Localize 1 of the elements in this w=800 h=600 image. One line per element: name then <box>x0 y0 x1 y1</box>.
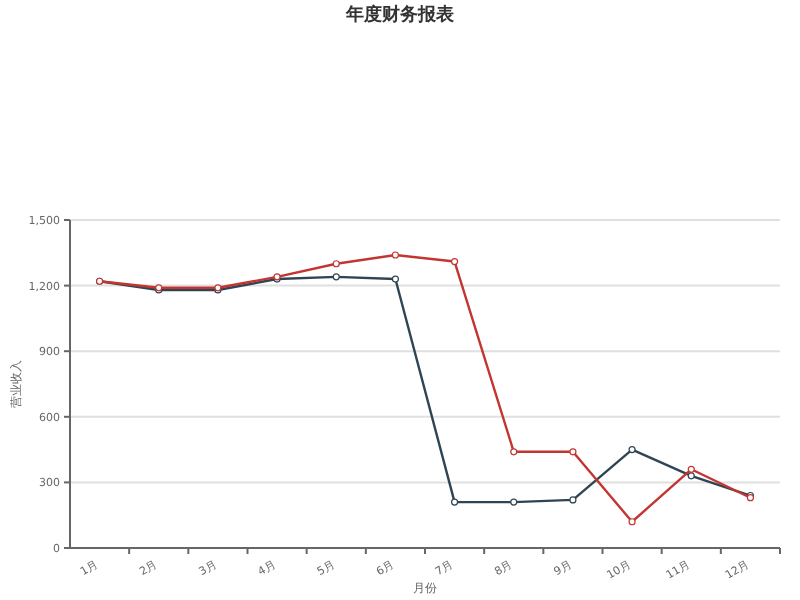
chart-title: 年度财务报表 <box>344 4 456 26</box>
